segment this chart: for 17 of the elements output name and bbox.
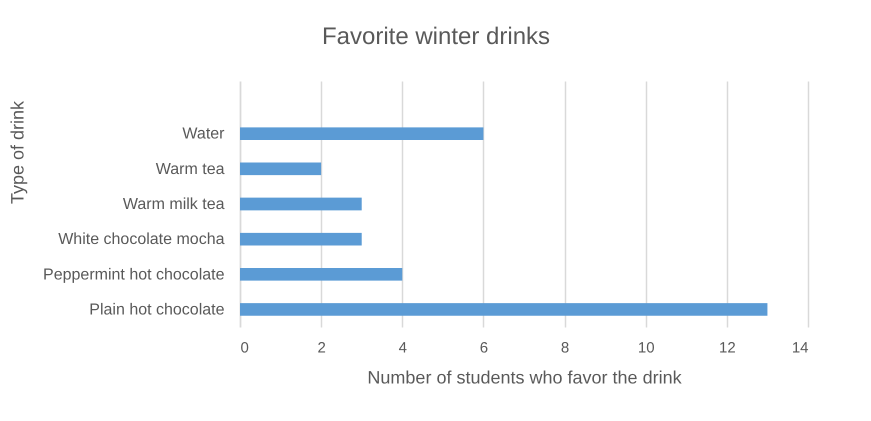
x-axis-title: Number of students who favor the drink	[367, 368, 683, 388]
y-tick-label: Water	[182, 126, 226, 143]
x-tick-label: 2	[317, 340, 326, 356]
x-tick-label: 14	[792, 340, 808, 356]
y-tick-label: Peppermint hot chocolate	[43, 266, 225, 284]
x-tick-label: 0	[240, 340, 249, 356]
x-tick-label: 8	[560, 340, 570, 356]
y-tick-label: Plain hot chocolate	[89, 301, 225, 318]
x-tick-label: 12	[719, 340, 736, 356]
x-tick-label: 4	[398, 340, 407, 356]
y-tick-label: Warm tea	[156, 160, 225, 178]
y-axis-title: Type of drink	[8, 100, 28, 204]
x-tick-label: 6	[480, 340, 488, 356]
y-tick-label: Warm milk tea	[122, 196, 225, 213]
y-tick-label: White chocolate mocha	[58, 231, 225, 248]
x-tick-label: 10	[638, 340, 655, 356]
chart-title: Favorite winter drinks	[322, 23, 550, 50]
